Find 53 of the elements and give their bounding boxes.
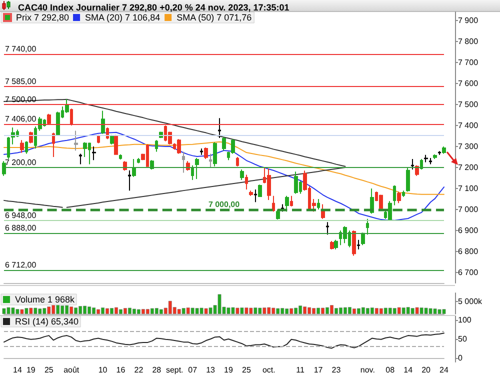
y-tick-label: 6 900 [458, 226, 479, 235]
y-tick-label: 7 700 [458, 58, 479, 67]
y-tick-label: 5 000k [458, 297, 484, 306]
ref-line-label: 6 948,00 [5, 210, 37, 220]
x-tick-label: 17 [314, 366, 324, 374]
x-tick-label: 23 [332, 366, 342, 374]
x-tick-label: 10 [98, 366, 108, 374]
x-tick-label: nov. [360, 366, 375, 374]
x-tick-label: 19 [26, 366, 36, 374]
x-tick-label: 25 [242, 366, 252, 374]
y-tick-label: 7 800 [458, 36, 479, 46]
x-tick-label: 11 [296, 366, 306, 374]
ref-line-label: 6 888,00 [5, 224, 37, 232]
y-tick-label: 7 000 [458, 204, 479, 214]
ref-line-label: 7 585,00 [5, 77, 37, 86]
y-tick-label: 7 500 [458, 100, 479, 109]
chart-title: CAC40 Index Journalier 7 292,80 +0,20 % 24 nov. 2023, 17:35:01 [18, 2, 290, 12]
ref-line-label: 7 406,00 [5, 114, 37, 124]
x-tick-label: 28 [152, 366, 162, 374]
x-tick-label: août [64, 366, 80, 374]
x-tick-label: 19 [224, 366, 234, 374]
y-tick-label: 6 700 [458, 268, 479, 277]
x-tick-label: 24 [440, 366, 449, 374]
x-tick-label: oct. [262, 366, 276, 374]
x-tick-label: 14 [404, 366, 414, 374]
y-tick-label: 7 200 [458, 162, 479, 172]
y-tick-label: 7 900 [458, 16, 479, 25]
x-tick-label: 14 [13, 366, 22, 374]
legend-label: Prix 7 292,80 [16, 12, 70, 22]
y-tick-label: 6 800 [458, 246, 479, 256]
legend-label: RSI (14) 65,340 [15, 316, 79, 326]
y-tick-label: 7 600 [458, 78, 479, 88]
y-tick-label: 100 [458, 315, 472, 324]
ref-line-label: 7 000,00 [208, 200, 240, 209]
x-tick-label: 16 [116, 366, 126, 374]
y-tick-label: 7 300 [458, 142, 479, 151]
legend-label: SMA (20) 7 106,84 [85, 12, 160, 22]
y-tick-label: 7 100 [458, 184, 479, 193]
legend-label: SMA (50) 7 071,76 [176, 12, 252, 22]
ref-line-label: 7 200,00 [5, 158, 37, 167]
ref-line-label: 7 740,00 [5, 44, 37, 54]
x-tick-label: 13 [206, 366, 216, 374]
ref-line-label: 6 712,00 [5, 260, 37, 270]
x-tick-label: 08 [386, 366, 396, 374]
x-tick-label: 20 [422, 366, 432, 374]
y-tick-label: 7 400 [458, 120, 479, 130]
x-tick-label: 22 [134, 366, 144, 374]
legend-label: Volume 1 968k [15, 294, 76, 304]
x-tick-label: 07 [188, 366, 198, 374]
y-tick-label: 0 [458, 354, 463, 363]
y-tick-label: 50 [458, 334, 468, 344]
x-tick-label: sept. [166, 366, 184, 374]
x-tick-label: 25 [44, 366, 54, 374]
